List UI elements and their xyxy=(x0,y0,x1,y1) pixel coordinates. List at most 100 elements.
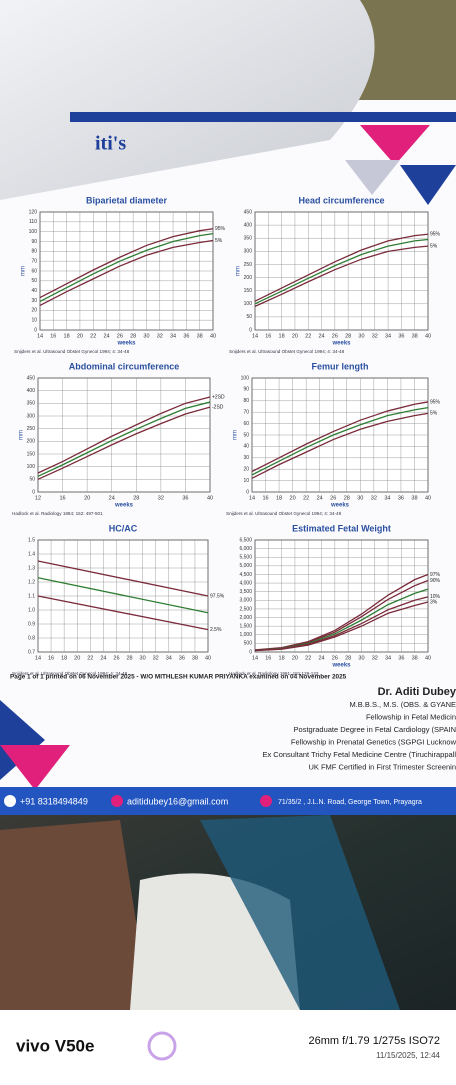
x-tick-label: 20 xyxy=(77,333,83,339)
x-tick-label: 16 xyxy=(262,495,268,501)
y-tick-label: 250 xyxy=(244,262,253,268)
y-tick-label: 1.5 xyxy=(28,537,35,543)
paper-curl xyxy=(0,0,375,200)
plot-area xyxy=(254,539,429,653)
x-tick-label: 38 xyxy=(412,333,418,339)
x-tick-label: 16 xyxy=(48,655,54,661)
curve xyxy=(37,560,209,597)
curve xyxy=(254,601,429,652)
y-tick-label: 200 xyxy=(27,439,36,445)
series-label: 90% xyxy=(430,578,441,584)
y-tick-label: 500 xyxy=(244,641,253,647)
curve xyxy=(37,595,209,631)
x-tick-label: 40 xyxy=(425,333,431,339)
source-note: Snijders et al. Ultrasound Obstet Gyneco… xyxy=(12,671,128,676)
x-tick-label: 40 xyxy=(425,655,431,661)
y-tick-label: 250 xyxy=(27,426,36,432)
x-tick-label: 36 xyxy=(398,495,404,501)
logo: iti's xyxy=(95,133,126,155)
x-tick-label: 22 xyxy=(305,333,311,339)
y-tick-label: 150 xyxy=(244,288,253,294)
cloth-blue xyxy=(200,815,400,1010)
series-label: 3% xyxy=(430,599,438,605)
y-axis-label: mm xyxy=(233,430,239,440)
y-tick-label: 70 xyxy=(243,410,249,416)
y-tick-label: 100 xyxy=(27,464,36,470)
camera-date: 11/15/2025, 12:44 xyxy=(376,1051,440,1060)
curve xyxy=(39,232,214,303)
address-icon xyxy=(260,795,272,807)
curve xyxy=(251,401,429,473)
curve xyxy=(254,245,429,307)
camera-watermark xyxy=(0,1010,456,1080)
chart-title: Head circumference xyxy=(298,195,384,205)
series-label: 95% xyxy=(215,226,226,232)
y-tick-label: 0.7 xyxy=(28,649,35,655)
x-tick-label: 20 xyxy=(292,333,298,339)
x-tick-label: 34 xyxy=(385,655,391,661)
x-tick-label: 20 xyxy=(292,655,298,661)
curve xyxy=(37,401,211,477)
x-tick-label: 14 xyxy=(249,495,255,501)
y-tick-label: 40 xyxy=(243,444,249,450)
x-tick-label: 24 xyxy=(318,333,324,339)
y-tick-label: 450 xyxy=(244,209,253,215)
y-tick-label: 60 xyxy=(31,268,37,274)
email: aditidubey16@gmail.com xyxy=(127,796,228,806)
y-tick-label: 0 xyxy=(249,649,252,655)
source-note: Hadlock et al. Radiology 1984; 152: 497-… xyxy=(12,511,103,516)
y-axis-label: mm xyxy=(21,266,27,276)
y-tick-label: 200 xyxy=(244,275,253,281)
chart-title: Femur length xyxy=(311,361,368,371)
x-tick-label: 26 xyxy=(113,655,119,661)
y-tick-label: 30 xyxy=(243,455,249,461)
curve xyxy=(251,412,429,479)
curve xyxy=(39,239,214,306)
chart-title: Biparietal diameter xyxy=(86,195,168,205)
x-tick-label: 36 xyxy=(398,655,404,661)
x-tick-label: 40 xyxy=(210,333,216,339)
y-tick-label: 50 xyxy=(243,432,249,438)
x-tick-label: 34 xyxy=(385,333,391,339)
series-label: 95% xyxy=(430,399,441,405)
camera-settings: 26mm f/1.79 1/275s ISO72 xyxy=(309,1035,440,1047)
x-tick-label: 32 xyxy=(158,495,164,501)
y-tick-label: 2,000 xyxy=(239,615,252,621)
source-note: Snijders et al. Ultrasound Obstet Gyneco… xyxy=(229,349,345,354)
curve xyxy=(251,406,429,476)
deco-triangle xyxy=(0,700,45,780)
x-tick-label: 34 xyxy=(384,495,390,501)
curve xyxy=(254,233,429,302)
x-tick-label: 28 xyxy=(344,495,350,501)
doctor-name: Dr. Aditi Dubey xyxy=(378,686,456,698)
y-tick-label: 60 xyxy=(243,421,249,427)
deco-triangle xyxy=(400,165,456,205)
y-tick-label: 4,500 xyxy=(239,572,252,578)
y-tick-label: 10 xyxy=(243,478,249,484)
source-note: Hadlock et al. Radiology 1991; 181:129-1… xyxy=(229,671,319,676)
x-tick-label: 14 xyxy=(35,655,41,661)
print-line: Page 1 of 1 printed on 06 November 2025 … xyxy=(10,674,347,681)
y-tick-label: 6,500 xyxy=(239,537,252,543)
x-tick-label: 28 xyxy=(126,655,132,661)
y-tick-label: 100 xyxy=(241,375,250,381)
camera-model: vivo V50e xyxy=(16,1036,94,1055)
y-tick-label: 1.3 xyxy=(28,565,35,571)
x-tick-label: 16 xyxy=(265,333,271,339)
address: 71/35/2 , J.L.N. Road, George Town, Pray… xyxy=(278,799,422,806)
y-tick-label: 1.4 xyxy=(28,551,35,557)
y-tick-label: 90 xyxy=(243,387,249,393)
y-tick-label: 1.2 xyxy=(28,579,35,585)
y-tick-label: 50 xyxy=(31,278,37,284)
credential: Fellowship in Prenatal Genetics (SGPGI L… xyxy=(291,737,456,746)
y-tick-label: 2,500 xyxy=(239,606,252,612)
x-axis-label: weeks xyxy=(330,503,350,509)
x-tick-label: 18 xyxy=(64,333,70,339)
x-tick-label: 36 xyxy=(179,655,185,661)
x-tick-label: 38 xyxy=(412,655,418,661)
x-tick-label: 40 xyxy=(207,495,213,501)
y-tick-label: 1,500 xyxy=(239,623,252,629)
y-tick-label: 1.0 xyxy=(28,607,35,613)
series-label: 10% xyxy=(430,594,441,600)
